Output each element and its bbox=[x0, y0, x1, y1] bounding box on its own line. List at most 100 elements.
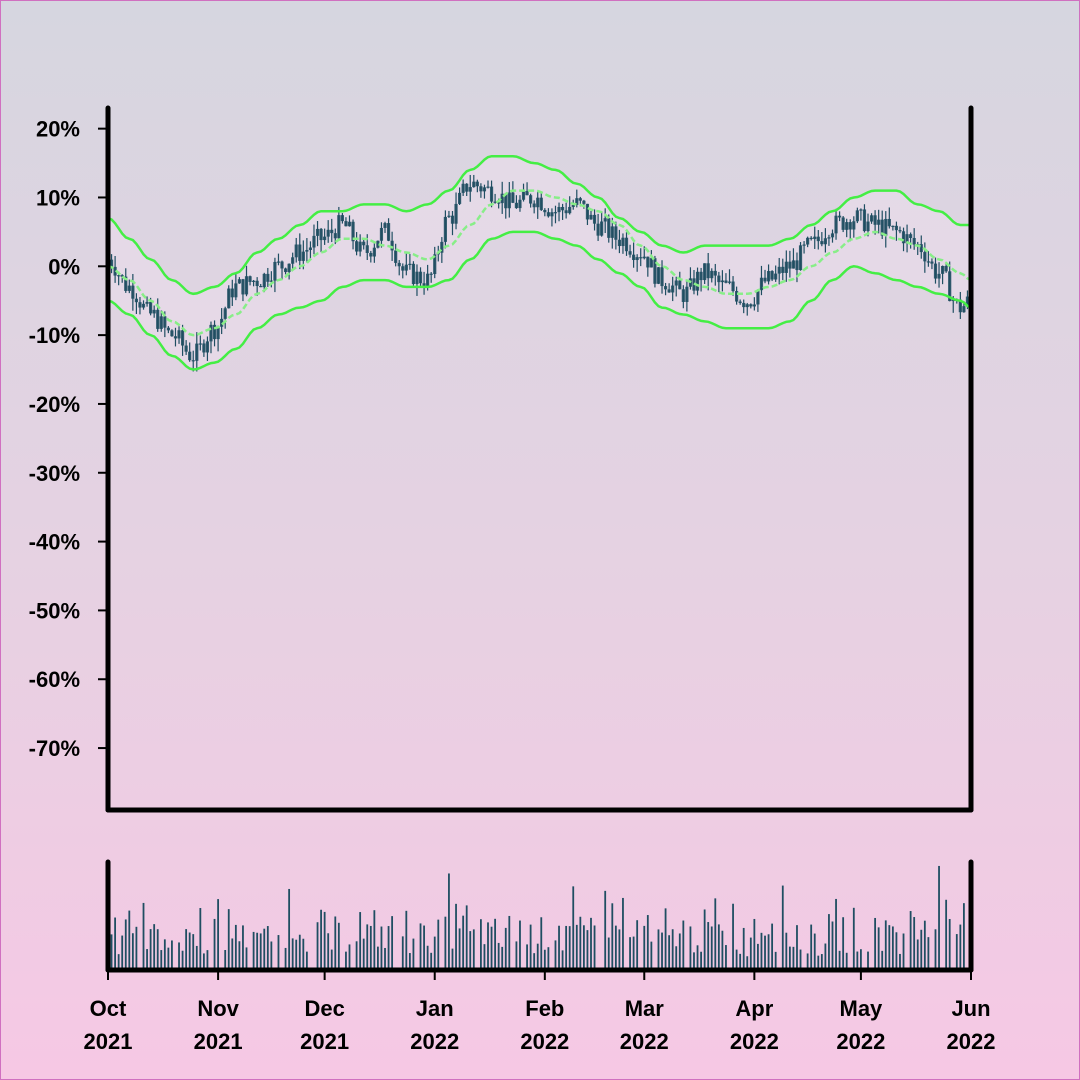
candle-body bbox=[514, 202, 519, 209]
candle-body bbox=[781, 266, 785, 273]
volume-bar bbox=[377, 946, 379, 970]
candle-body bbox=[841, 217, 845, 230]
volume-bar bbox=[526, 944, 528, 970]
candle-body bbox=[461, 183, 465, 193]
volume-bar bbox=[945, 899, 948, 970]
candle-body bbox=[568, 206, 572, 214]
volume-bar bbox=[856, 951, 859, 970]
candle-body bbox=[195, 343, 199, 361]
volume-bar bbox=[788, 946, 791, 970]
candle-body bbox=[553, 212, 558, 214]
volume-bars bbox=[107, 865, 972, 970]
volume-bar bbox=[149, 929, 152, 970]
candle-body bbox=[330, 229, 334, 234]
candle-body bbox=[351, 221, 355, 242]
volume-bar bbox=[700, 951, 702, 970]
candle-body bbox=[184, 345, 188, 352]
volume-bar bbox=[135, 926, 138, 970]
volume-bar bbox=[547, 947, 550, 970]
candle-body bbox=[134, 298, 139, 303]
candle-body bbox=[742, 302, 746, 308]
volume-bar bbox=[643, 925, 646, 970]
candle-body bbox=[440, 241, 444, 253]
volume-bar bbox=[472, 929, 475, 970]
candle-body bbox=[578, 198, 582, 201]
volume-bar bbox=[437, 919, 440, 970]
x-tick-month: Apr bbox=[735, 996, 773, 1021]
candle-body bbox=[820, 241, 824, 245]
volume-bar bbox=[845, 952, 848, 970]
volume-bar bbox=[160, 950, 163, 970]
volume-bar bbox=[384, 947, 386, 970]
candle-body bbox=[681, 289, 685, 302]
y-tick-label: -70% bbox=[29, 736, 80, 761]
volume-bar bbox=[288, 888, 291, 970]
candle-body bbox=[426, 273, 430, 288]
volume-bar bbox=[412, 938, 415, 970]
volume-bar bbox=[746, 956, 749, 970]
candle-body bbox=[447, 215, 451, 217]
candle-body bbox=[639, 257, 643, 259]
candle-body bbox=[482, 187, 487, 192]
volume-bar bbox=[227, 909, 230, 970]
candle-body bbox=[695, 271, 700, 291]
candle-body bbox=[291, 257, 295, 264]
candle-body bbox=[305, 250, 309, 252]
candle-body bbox=[511, 192, 515, 203]
volume-bar bbox=[629, 937, 631, 970]
volume-bar bbox=[131, 933, 134, 970]
volume-bar bbox=[270, 941, 273, 970]
volume-bar bbox=[373, 910, 376, 970]
volume-bar bbox=[195, 945, 198, 970]
volume-bar bbox=[462, 915, 465, 970]
candle-body bbox=[177, 330, 181, 339]
candle-body bbox=[834, 215, 838, 234]
candle-body bbox=[930, 261, 934, 264]
x-tick-month: Oct bbox=[90, 996, 127, 1021]
candle-body bbox=[898, 230, 902, 232]
volume-bar bbox=[355, 941, 358, 970]
volume-bar bbox=[749, 937, 752, 970]
volume-bar bbox=[117, 954, 120, 970]
x-tick-year: 2021 bbox=[84, 1029, 133, 1054]
volume-bar bbox=[799, 949, 802, 970]
candle-body bbox=[454, 203, 458, 224]
candle-body bbox=[131, 285, 135, 299]
y-tick-label: 10% bbox=[36, 185, 80, 210]
volume-bar bbox=[245, 947, 248, 970]
volume-bar bbox=[810, 924, 813, 970]
volume-bar bbox=[490, 926, 493, 970]
candle-body bbox=[269, 280, 273, 282]
volume-bar bbox=[835, 898, 837, 970]
candle-body bbox=[429, 273, 433, 275]
candle-body bbox=[443, 216, 447, 242]
x-tick-month: Nov bbox=[197, 996, 239, 1021]
x-axis-ticks: Oct 2021 Nov 2021 Dec 2021 Jan 2022 Feb 2022 Mar 20… bbox=[84, 970, 995, 1054]
volume-bar bbox=[735, 949, 738, 970]
candle-body bbox=[646, 256, 650, 268]
candle-body bbox=[301, 251, 305, 261]
volume-bar bbox=[611, 903, 614, 970]
candle-body bbox=[937, 273, 941, 279]
volume-bar bbox=[519, 920, 521, 970]
candle-body bbox=[564, 210, 568, 214]
candle-body bbox=[337, 215, 341, 239]
candle-body bbox=[749, 304, 753, 307]
volume-bar bbox=[494, 918, 497, 970]
x-tick-year: 2022 bbox=[410, 1029, 459, 1054]
volume-bar bbox=[362, 938, 365, 970]
volume-bar bbox=[515, 941, 518, 970]
volume-bar bbox=[167, 947, 170, 970]
candle-body bbox=[589, 214, 593, 220]
candle-body bbox=[468, 187, 472, 192]
volume-bar bbox=[305, 951, 308, 970]
volume-bar bbox=[266, 926, 269, 970]
volume-bar bbox=[419, 923, 422, 970]
volume-bar bbox=[529, 924, 532, 970]
y-tick-label: -30% bbox=[29, 461, 80, 486]
volume-bar bbox=[767, 934, 770, 970]
candle-body bbox=[220, 318, 224, 327]
candle-body bbox=[557, 206, 561, 213]
volume-bar bbox=[536, 943, 539, 970]
candle-body bbox=[873, 215, 877, 225]
